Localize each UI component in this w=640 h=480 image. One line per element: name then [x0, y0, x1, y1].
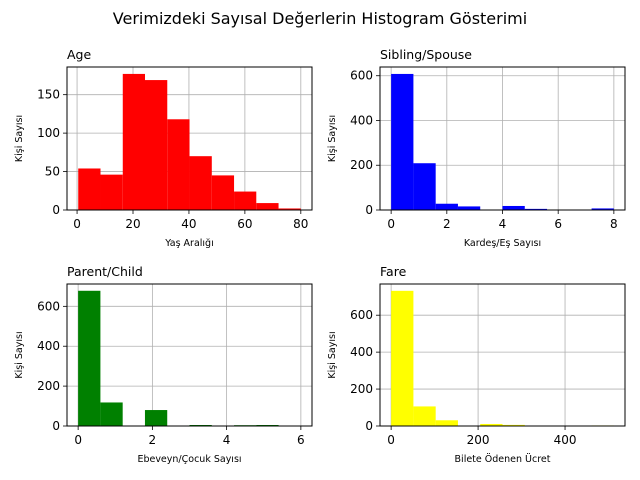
- parent-child-y-tick-label: 0: [52, 419, 60, 433]
- sibling-spouse-bar: [391, 73, 414, 210]
- sibling-spouse-y-tick-label: 600: [350, 69, 373, 83]
- age-x-axis-label: Yaş Aralığı: [164, 238, 213, 249]
- parent-child-axes-frame: [66, 283, 313, 427]
- fare-y-tick-label: 0: [365, 419, 373, 433]
- age-y-axis-label: Kişi Sayısı: [14, 115, 25, 162]
- age-y-tick-label: 0: [52, 203, 60, 217]
- age-bar: [256, 203, 279, 210]
- fare-x-tick-label: 0: [387, 433, 395, 447]
- parent-child-x-axis-label: Ebeveyn/Çocuk Sayısı: [137, 454, 241, 465]
- age-subplot: 0 20 40 60 80 0 50 100 150 Age Yaş Aralığı Kişi Say…: [14, 47, 313, 249]
- fare-bar: [502, 424, 525, 426]
- fare-bar: [480, 423, 503, 426]
- fare-y-tick-label: 200: [350, 382, 373, 396]
- age-y-tick-label: 150: [37, 88, 60, 102]
- parent-child-x-tick-label: 2: [149, 433, 157, 447]
- parent-child-x-tick-label: 6: [297, 433, 305, 447]
- sibling-spouse-axes-title: Sibling/Spouse: [380, 47, 472, 62]
- sibling-spouse-subplot: 0 2 4 6 8 0 200 400 600 Sibling/Spouse Kardeş/Eş S…: [327, 47, 626, 249]
- sibling-spouse-x-tick-label: 4: [499, 217, 507, 231]
- parent-child-x-tick-label: 0: [74, 433, 82, 447]
- fare-y-axis-label: Kişi Sayısı: [327, 331, 338, 378]
- parent-child-subplot: 0 2 4 6 0 200 400 600 Parent/Child Ebeveyn/Çocuk …: [14, 264, 313, 465]
- fare-x-tick-label: 200: [467, 433, 490, 447]
- parent-child-bar: [78, 290, 101, 426]
- parent-child-bar: [100, 402, 123, 426]
- age-y-tick-label: 100: [37, 126, 60, 140]
- age-axes-title: Age: [67, 47, 91, 62]
- sibling-spouse-bar: [413, 163, 436, 210]
- parent-child-y-tick-label: 600: [37, 299, 60, 313]
- age-bar: [211, 175, 235, 210]
- fare-y-tick-label: 600: [350, 308, 373, 322]
- age-x-tick-label: 80: [293, 217, 308, 231]
- parent-child-y-axis-label: Kişi Sayısı: [14, 331, 25, 378]
- sibling-spouse-x-tick-label: 8: [610, 217, 618, 231]
- sibling-spouse-x-tick-label: 0: [387, 217, 395, 231]
- age-bar: [167, 119, 190, 210]
- sibling-spouse-x-tick-label: 6: [554, 217, 562, 231]
- parent-child-x-tick-label: 4: [223, 433, 231, 447]
- sibling-spouse-y-tick-label: 200: [350, 158, 373, 172]
- parent-child-y-tick-label: 200: [37, 379, 60, 393]
- age-bar: [145, 80, 168, 211]
- sibling-spouse-bar: [591, 208, 614, 210]
- fare-x-axis-label: Bilete Ödenen Ücret: [455, 454, 551, 465]
- parent-child-axes-title: Parent/Child: [67, 264, 143, 279]
- age-bar: [100, 174, 123, 210]
- parent-child-bar: [144, 410, 168, 426]
- age-x-tick-label: 40: [181, 217, 196, 231]
- fare-axes-title: Fare: [380, 264, 407, 279]
- sibling-spouse-x-tick-label: 2: [443, 217, 451, 231]
- fare-subplot: 0 200 400 0 200 400 600 Fare Bilete Ödenen Ücret…: [327, 264, 626, 465]
- age-bar: [278, 208, 301, 210]
- fare-bar: [435, 420, 458, 426]
- fare-bar: [413, 406, 436, 426]
- figure-title: Verimizdeki Sayısal Değerlerin Histogram…: [113, 9, 527, 28]
- sibling-spouse-bar: [457, 206, 481, 210]
- age-axes-frame: [66, 66, 313, 211]
- age-bar: [234, 191, 257, 210]
- sibling-spouse-bar: [524, 208, 548, 210]
- sibling-spouse-bar: [502, 205, 525, 210]
- sibling-spouse-y-axis-label: Kişi Sayısı: [327, 115, 338, 162]
- fare-axes-frame: [379, 283, 626, 427]
- age-bar: [78, 168, 101, 210]
- age-bar: [122, 73, 146, 210]
- fare-x-tick-label: 400: [554, 433, 577, 447]
- age-y-tick-label: 50: [45, 165, 60, 179]
- parent-child-y-tick-label: 400: [37, 339, 60, 353]
- fare-bar: [391, 290, 414, 426]
- sibling-spouse-bar: [435, 203, 458, 210]
- age-x-tick-label: 60: [237, 217, 252, 231]
- sibling-spouse-x-axis-label: Kardeş/Eş Sayısı: [464, 238, 541, 249]
- sibling-spouse-y-tick-label: 0: [365, 203, 373, 217]
- age-bar: [189, 156, 212, 210]
- age-x-tick-label: 0: [73, 217, 81, 231]
- fare-y-tick-label: 400: [350, 345, 373, 359]
- sibling-spouse-y-tick-label: 400: [350, 113, 373, 127]
- age-x-tick-label: 20: [125, 217, 140, 231]
